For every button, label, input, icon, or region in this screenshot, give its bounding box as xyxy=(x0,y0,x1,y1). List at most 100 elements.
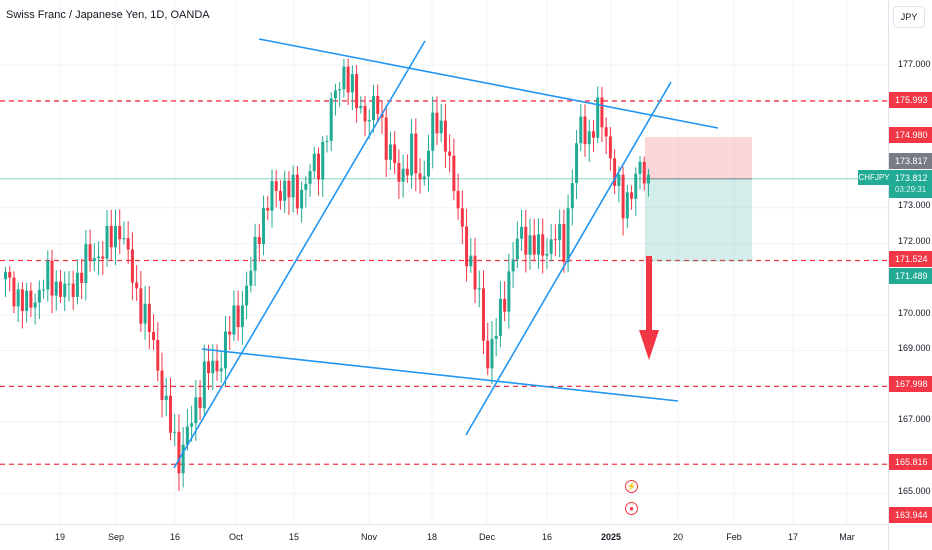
candle-body xyxy=(105,225,109,259)
candle-body xyxy=(545,253,549,256)
candle-body xyxy=(600,97,604,128)
price-label: 167.000 xyxy=(898,414,931,424)
candle-body xyxy=(359,105,363,109)
candle-body xyxy=(46,260,50,290)
time-label-year: 2025 xyxy=(600,532,622,542)
candle-body xyxy=(8,272,12,278)
flash-event-icon[interactable]: ⚡ xyxy=(625,480,638,493)
symbol-tag: CHFJPY xyxy=(858,170,890,185)
candle-body xyxy=(266,207,270,211)
candle-body xyxy=(67,283,71,285)
candle-body xyxy=(367,120,371,122)
live-price-tag: 173.812 03:29:31 xyxy=(889,170,932,198)
candle-body xyxy=(152,331,156,340)
candle-body xyxy=(295,174,299,209)
candle-body xyxy=(363,105,367,122)
candle-body xyxy=(532,235,536,255)
candle-body xyxy=(469,255,473,267)
candle-body xyxy=(185,426,189,445)
candle-body xyxy=(452,155,456,191)
time-label: 16 xyxy=(541,532,553,542)
candle-body xyxy=(278,190,282,201)
candle-body xyxy=(562,224,566,263)
trend-line xyxy=(465,81,672,436)
candle-body xyxy=(528,235,532,255)
target-zone xyxy=(645,178,752,262)
candle-body xyxy=(384,117,388,160)
trend-line xyxy=(258,38,719,129)
candle-body xyxy=(240,305,244,328)
candle-body xyxy=(135,282,139,289)
bar-countdown: 03:29:31 xyxy=(895,185,927,194)
candlestick-series xyxy=(4,58,650,492)
candle-body xyxy=(646,174,650,184)
candle-body xyxy=(283,180,287,201)
time-label: 17 xyxy=(787,532,799,542)
candle-body xyxy=(308,171,312,184)
trend-line xyxy=(201,348,679,402)
candle-body xyxy=(427,150,430,177)
price-label: 170.000 xyxy=(898,308,931,318)
candle-body xyxy=(88,244,92,262)
candle-body xyxy=(541,234,545,256)
candle-body xyxy=(591,131,595,138)
chart-grid xyxy=(0,0,888,524)
candle-body xyxy=(113,226,117,248)
candle-body xyxy=(583,116,587,145)
candle-body xyxy=(270,181,274,211)
candle-body xyxy=(338,89,342,91)
candle-body xyxy=(164,395,168,401)
candle-body xyxy=(42,289,46,291)
candle-body xyxy=(29,290,33,308)
candle-body xyxy=(439,120,443,134)
candle-body xyxy=(346,66,350,93)
resistance-mid-tag: 171.524 xyxy=(889,251,932,267)
candle-body xyxy=(92,258,96,262)
time-label: Feb xyxy=(726,532,742,542)
down-arrow-annotation xyxy=(639,256,659,360)
currency-button[interactable]: JPY xyxy=(893,6,925,28)
candle-body xyxy=(410,133,414,176)
candle-body xyxy=(122,238,126,240)
target-top-tag: 174.980 xyxy=(889,127,932,143)
candle-body xyxy=(558,224,562,241)
candle-body xyxy=(190,423,194,427)
candle-body xyxy=(405,168,409,176)
candle-body xyxy=(587,131,591,145)
candle-body xyxy=(215,360,219,372)
candle-body xyxy=(177,431,181,474)
candle-body xyxy=(465,226,469,267)
candle-body xyxy=(304,183,308,190)
candle-body xyxy=(25,290,29,311)
candle-body xyxy=(20,289,24,311)
horizontal-levels xyxy=(0,100,888,465)
candle-body xyxy=(342,66,346,90)
candle-body xyxy=(536,234,540,255)
short-position-tool xyxy=(645,137,752,262)
candle-body xyxy=(80,272,84,283)
candle-body xyxy=(262,207,266,245)
candle-body xyxy=(456,190,460,209)
candle-body xyxy=(435,112,439,134)
candle-body xyxy=(630,192,634,199)
candle-body xyxy=(101,256,105,259)
candle-body xyxy=(274,181,278,191)
candle-body xyxy=(422,176,426,180)
record-event-icon[interactable]: ● xyxy=(625,502,638,515)
price-label: 165.000 xyxy=(898,486,931,496)
candle-body xyxy=(638,161,642,174)
time-label: Oct xyxy=(228,532,244,542)
candle-body xyxy=(388,144,392,160)
time-label: 20 xyxy=(672,532,684,542)
chart-title: Swiss Franc / Japanese Yen, 1D, OANDA xyxy=(6,9,210,21)
candle-body xyxy=(168,395,172,433)
candle-body xyxy=(481,288,485,341)
candle-body xyxy=(194,397,198,424)
candle-body xyxy=(312,153,316,172)
time-label: 16 xyxy=(169,532,181,542)
candle-body xyxy=(431,112,435,151)
candle-body xyxy=(329,98,333,141)
trend-line xyxy=(173,40,426,469)
candle-body xyxy=(498,298,502,336)
